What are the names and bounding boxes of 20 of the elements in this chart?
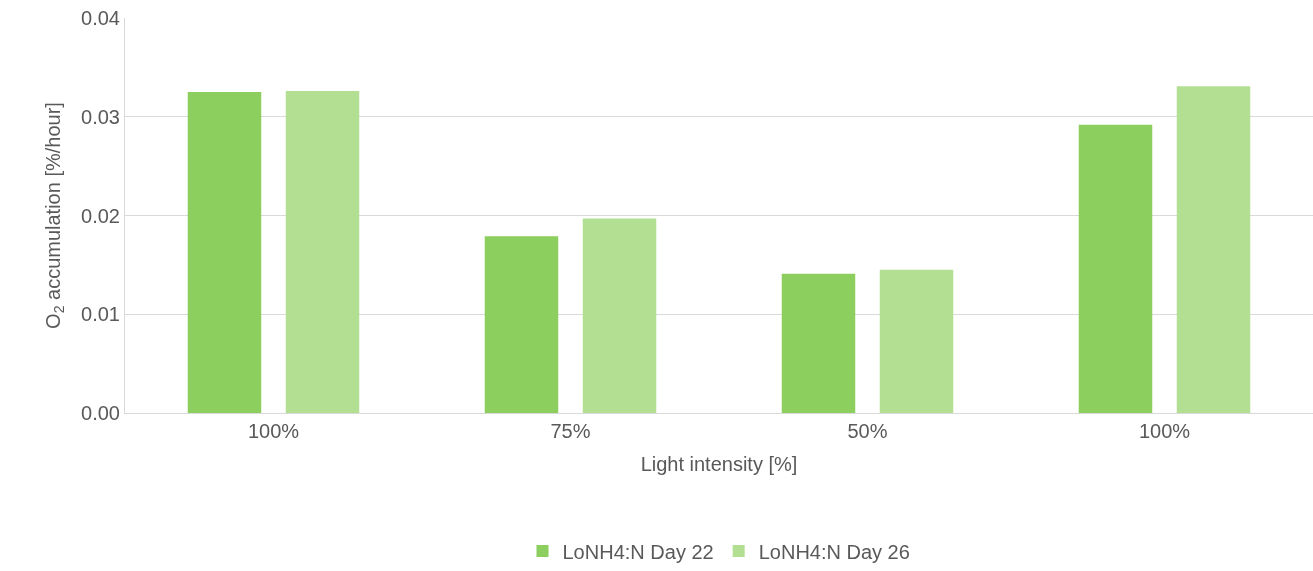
legend-label: LoNH4:N Day 26: [758, 540, 910, 563]
y-tick-label: 0.04: [81, 7, 120, 29]
y-tick-label: 0.00: [81, 402, 120, 424]
y-tick-label: 0.03: [81, 105, 120, 128]
x-tick-label: 75%: [550, 420, 591, 442]
bar: [1176, 86, 1251, 413]
legend-label: LoNH4:N Day 22: [562, 540, 714, 563]
bar: [484, 236, 559, 413]
bar: [187, 92, 262, 413]
bar: [879, 269, 954, 413]
x-tick-label: 100%: [1138, 420, 1191, 442]
bar: [1078, 124, 1153, 413]
bar: [285, 91, 360, 413]
x-tick-label: 100%: [247, 420, 300, 442]
x-tick-label: 50%: [847, 420, 888, 442]
y-tick-label: 0.02: [81, 204, 120, 227]
bar: [781, 273, 856, 413]
x-axis-title: Light intensity [%]: [640, 452, 798, 475]
y-tick-label: 0.01: [81, 303, 120, 326]
bar: [582, 218, 657, 413]
